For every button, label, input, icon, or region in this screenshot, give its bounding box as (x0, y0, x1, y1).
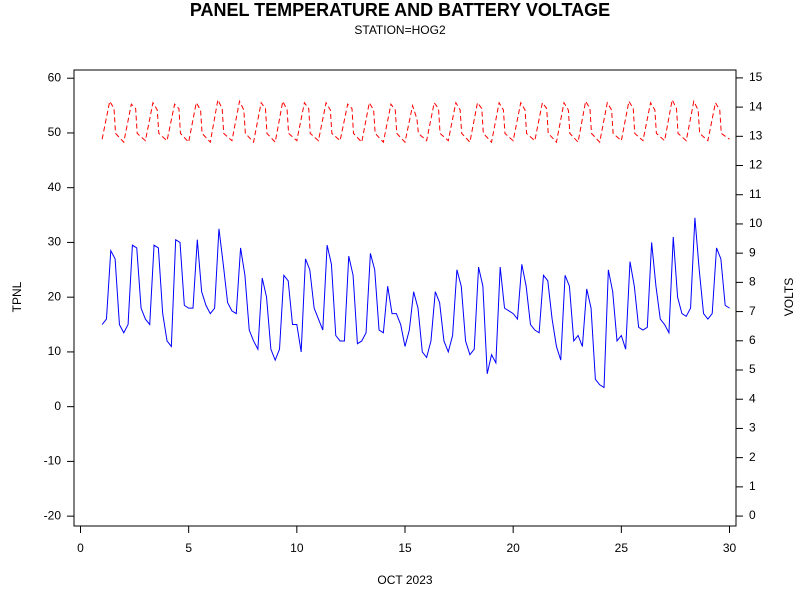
y2-tick-label: 5 (749, 362, 756, 376)
x-tick-label: 10 (290, 541, 304, 555)
x-tick-label: 0 (77, 541, 84, 555)
y-tick-label: 0 (54, 399, 61, 413)
x-axis-label: OCT 2023 (377, 573, 432, 587)
y2-tick-label: 0 (749, 508, 756, 522)
y2-tick-label: 14 (749, 99, 763, 113)
y2-tick-label: 1 (749, 479, 756, 493)
y-tick-label: 20 (48, 289, 62, 303)
y2-tick-label: 2 (749, 450, 756, 464)
y-tick-label: 60 (48, 70, 62, 84)
data-line (101, 217, 730, 389)
y2-tick-label: 15 (749, 70, 763, 84)
y-tick-label: 50 (48, 125, 62, 139)
x-tick-label: 15 (398, 541, 412, 555)
y2-tick-label: 4 (749, 391, 756, 405)
y2-axis-label: VOLTS (782, 278, 796, 316)
y-axis-label: TPNL (10, 281, 24, 312)
y-tick-label: 40 (48, 180, 62, 194)
x-tick-label: 30 (723, 541, 737, 555)
y2-tick-label: 10 (749, 216, 763, 230)
y2-tick-label: 8 (749, 275, 756, 289)
x-tick-label: 5 (185, 541, 192, 555)
y2-tick-label: 3 (749, 421, 756, 435)
y2-tick-label: 13 (749, 128, 763, 142)
y2-tick-label: 12 (749, 158, 763, 172)
y2-tick-label: 11 (749, 187, 762, 201)
y2-tick-label: 7 (749, 304, 756, 318)
y-tick-label: -10 (44, 454, 62, 468)
x-tick-label: 25 (615, 541, 629, 555)
chart-title: PANEL TEMPERATURE AND BATTERY VOLTAGE (190, 0, 610, 20)
y-tick-label: -20 (44, 508, 62, 522)
y2-tick-label: 6 (749, 333, 756, 347)
y-tick-label: 10 (48, 344, 62, 358)
y-tick-label: 30 (48, 235, 62, 249)
data-line (101, 98, 730, 144)
x-tick-label: 20 (506, 541, 520, 555)
chart-subtitle: STATION=HOG2 (354, 23, 446, 37)
y2-tick-label: 9 (749, 245, 756, 259)
